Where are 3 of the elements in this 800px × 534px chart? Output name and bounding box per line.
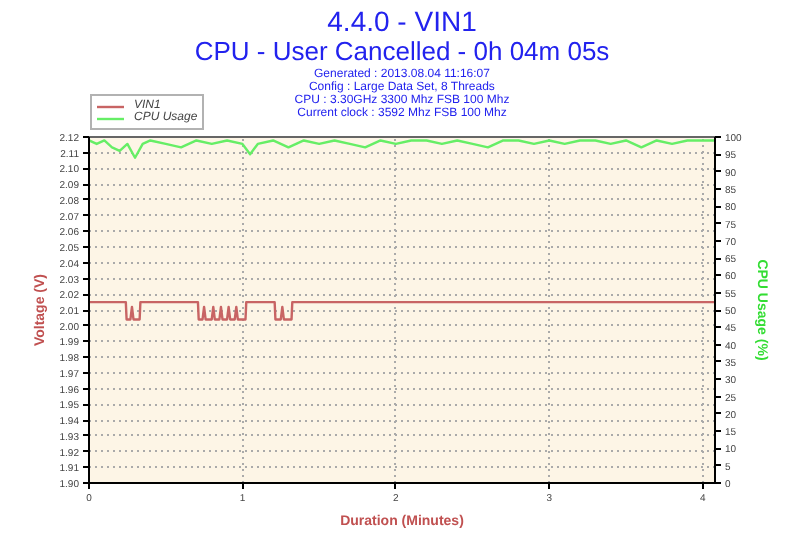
line-series [89, 139, 715, 159]
chart-subtitle: CPU - User Cancelled - 0h 04m 05s [194, 36, 611, 66]
chart-title: 4.4.0 - VIN1 [327, 5, 478, 37]
